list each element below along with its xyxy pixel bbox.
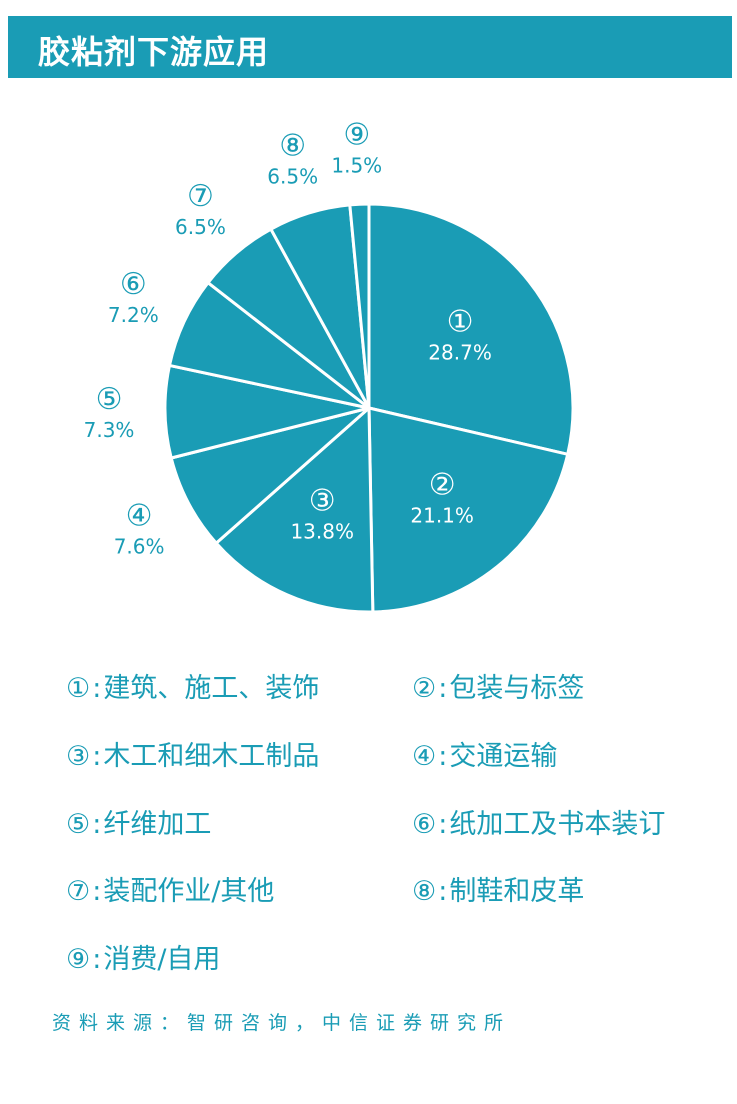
pie-chart: ①28.7%②21.1%③13.8%④7.6%⑤7.3%⑥7.2%⑦6.5%⑧6… [84,117,575,614]
legend-num: ② [412,673,437,704]
legend-num: ③ [66,741,91,772]
slice-number-label: ⑦ [187,179,214,214]
slice-number-label: ① [447,305,474,340]
legend-num: ⑥ [412,809,437,840]
legend-sep: : [92,876,102,907]
legend-item-2: ②:包装与标签 [412,666,584,705]
legend-item-1: ①:建筑、施工、装饰 [66,666,319,705]
slice-percent-label: 13.8% [290,519,354,543]
legend-num: ① [66,673,91,704]
legend-sep: : [438,741,448,772]
pie-slice-2 [367,406,570,614]
slice-number-label: ② [429,467,456,502]
legend-label: 包装与标签 [449,673,585,704]
slice-percent-label: 28.7% [428,341,492,365]
legend-item-8: ⑧:制鞋和皮革 [412,869,584,908]
legend-sep: : [92,741,102,772]
legend-label: 交通运输 [449,741,558,772]
legend-sep: : [438,876,448,907]
legend-label: 纸加工及书本装订 [449,809,666,840]
legend-item-4: ④:交通运输 [412,734,557,773]
slice-percent-label: 7.6% [114,534,165,558]
legend-item-9: ⑨:消费/自用 [66,937,220,976]
slice-percent-label: 6.5% [267,164,318,188]
slice-percent-label: 7.3% [84,418,135,442]
pie-slice-3 [214,406,375,614]
pie-slice-4 [169,406,371,545]
legend-item-5: ⑤:纤维加工 [66,802,211,841]
source-note: 资料来源：智研咨询，中信证券研究所 [52,1012,512,1034]
slice-number-label: ⑤ [96,382,123,417]
legend-num: ④ [412,741,437,772]
slice-number-label: ④ [126,498,153,533]
title-banner: 胶粘剂下游应用 [8,16,732,78]
slice-number-label: ③ [309,483,336,518]
legend-item-3: ③:木工和细木工制品 [66,734,319,773]
legend-num: ⑦ [66,876,91,907]
legend-label: 纤维加工 [103,809,212,840]
legend-label: 消费/自用 [103,944,221,975]
legend-sep: : [438,809,448,840]
slice-percent-label: 6.5% [175,215,226,239]
legend-num: ⑧ [412,876,437,907]
legend-label: 制鞋和皮革 [449,876,585,907]
legend-label: 装配作业/其他 [103,876,275,907]
slice-number-label: ⑥ [120,267,147,302]
legend-item-7: ⑦:装配作业/其他 [66,869,274,908]
slice-number-label: ⑨ [343,117,370,152]
slice-percent-label: 21.1% [410,503,474,527]
legend-sep: : [92,673,102,704]
page-title: 胶粘剂下游应用 [38,33,270,71]
slice-number-label: ⑧ [279,128,306,163]
slice-percent-label: 7.2% [108,303,159,327]
legend-sep: : [438,673,448,704]
legend-item-6: ⑥:纸加工及书本装订 [412,802,665,841]
slice-percent-label: 1.5% [331,153,382,177]
pie-slice-9 [348,202,371,410]
legend-sep: : [92,809,102,840]
legend-label: 建筑、施工、装饰 [103,673,320,704]
legend-sep: : [92,944,102,975]
legend-num: ⑨ [66,944,91,975]
pie-slice-1 [367,202,575,456]
legend-label: 木工和细木工制品 [103,741,320,772]
legend-num: ⑤ [66,809,91,840]
